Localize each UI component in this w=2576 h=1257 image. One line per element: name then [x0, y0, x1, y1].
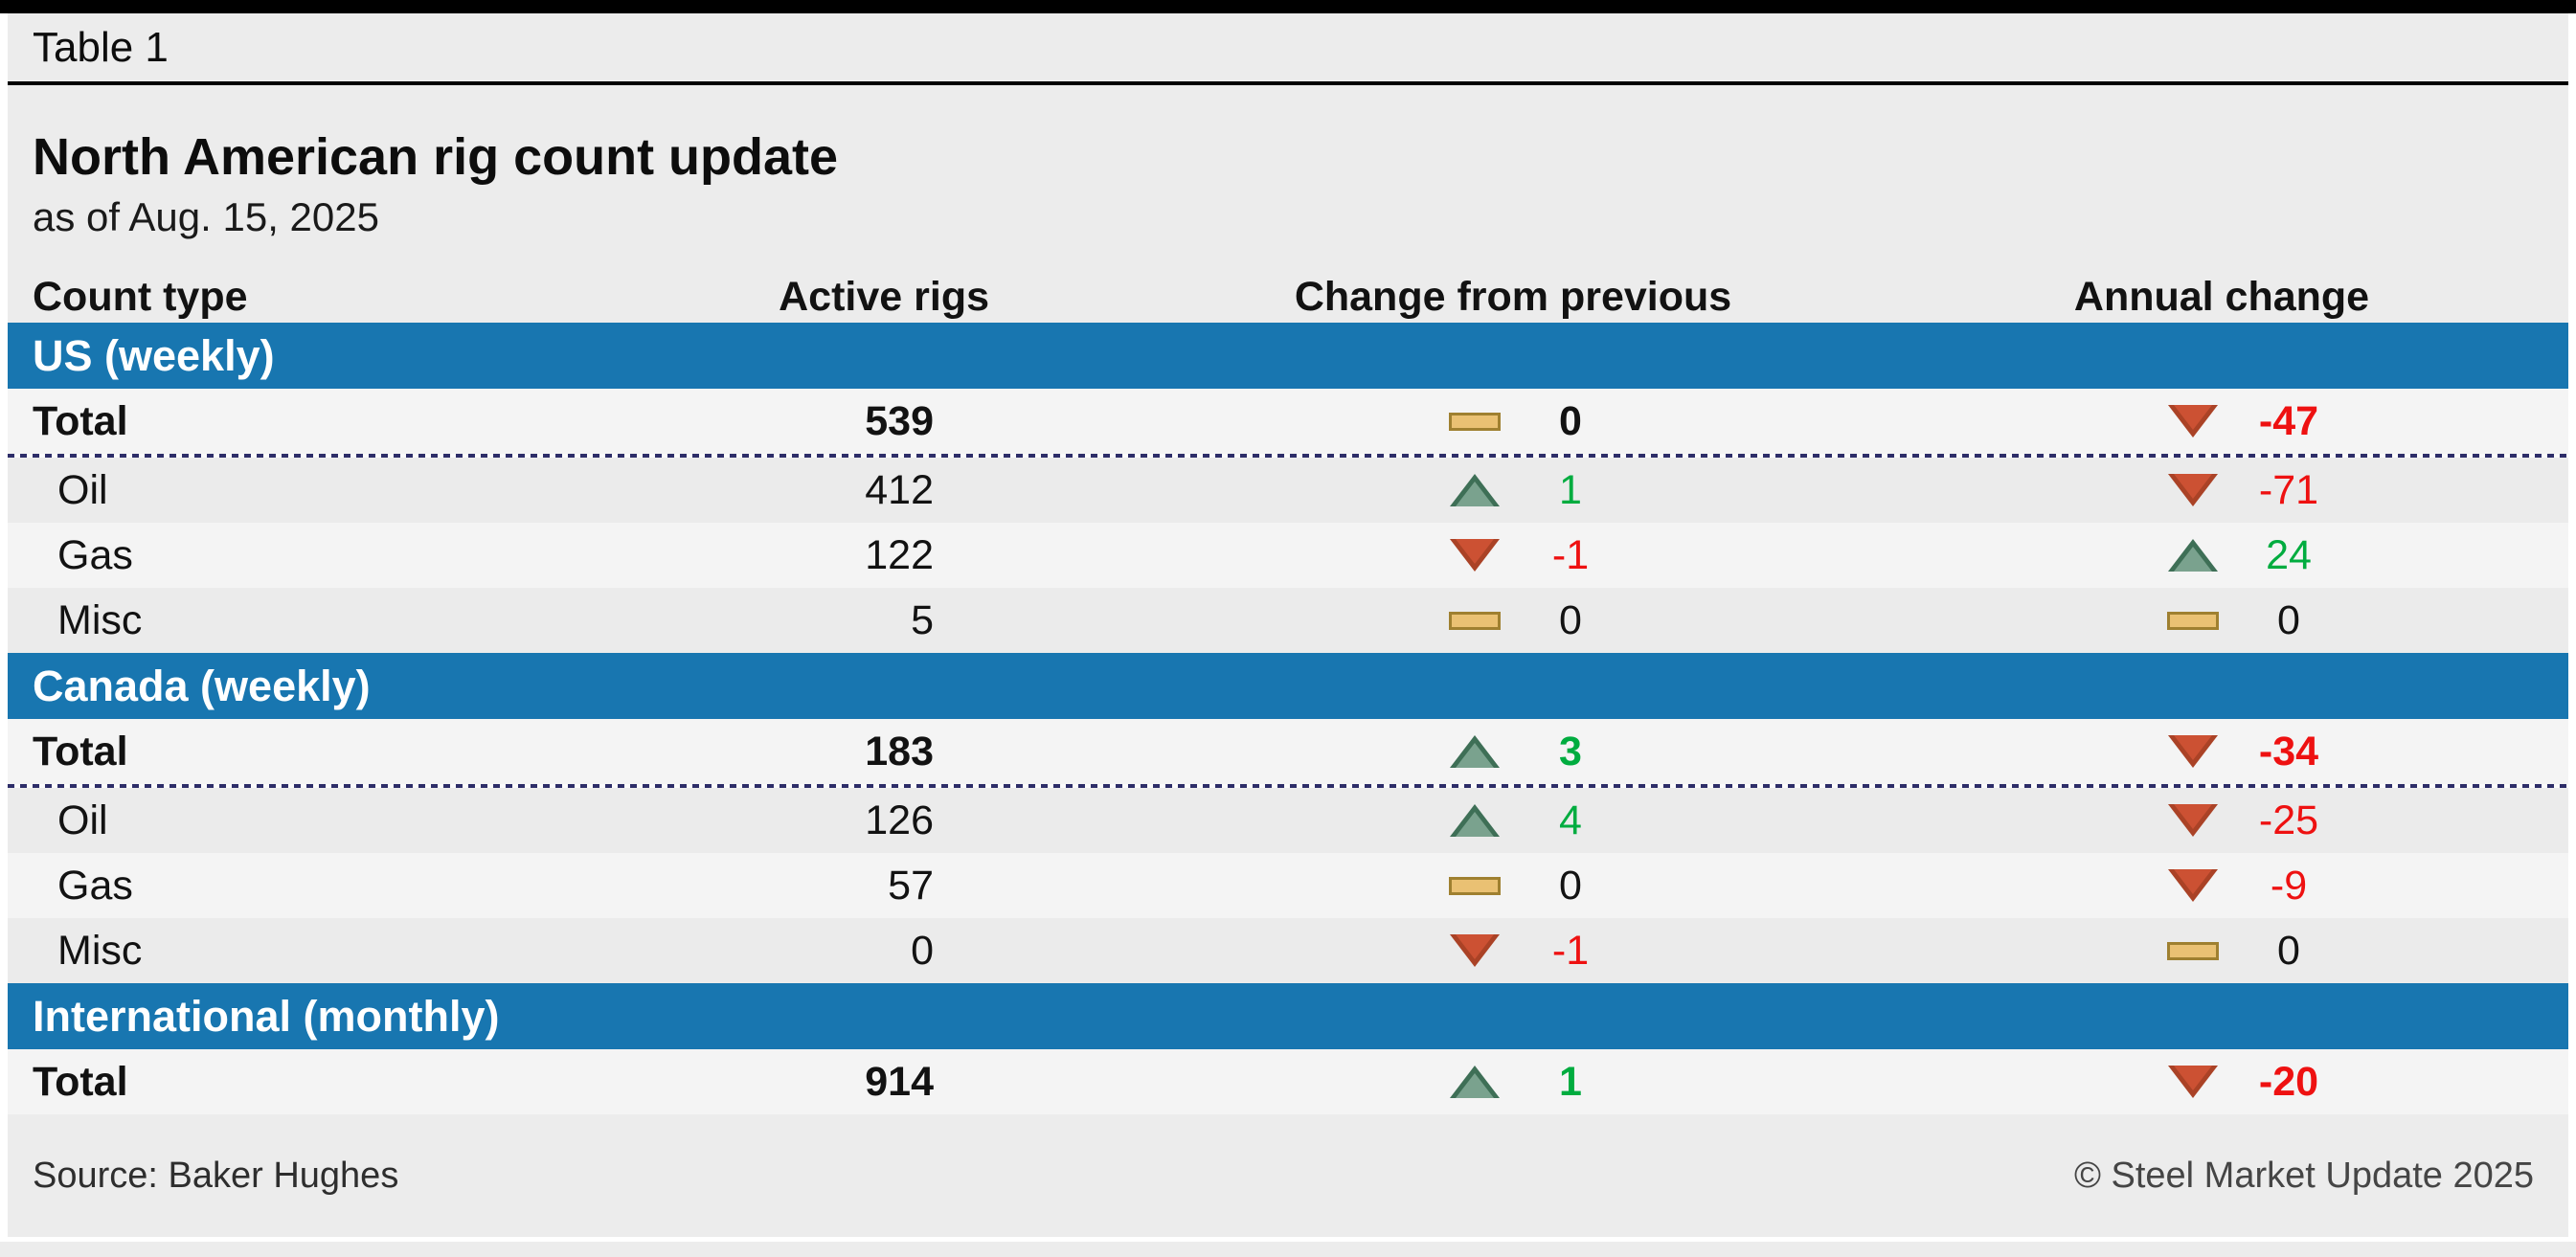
change-prev-value: 1 — [1559, 1058, 1582, 1105]
trend-icon — [2167, 611, 2219, 630]
active-rigs-value: 914 — [865, 1058, 934, 1105]
trend-icon — [1449, 412, 1501, 431]
row-label: Total — [33, 397, 128, 444]
trend-icon — [2168, 539, 2218, 572]
section-band-international: International (monthly) — [8, 983, 2568, 1049]
column-headers: Count type Active rigs Change from previ… — [8, 267, 2568, 323]
table-row: Oil 412 1 -71 — [8, 458, 2568, 523]
bottom-gray-strip — [0, 1242, 2576, 1257]
trend-icon — [1450, 539, 1500, 572]
trend-icon — [2168, 405, 2218, 438]
trend-icon — [1449, 876, 1501, 895]
trend-icon — [1450, 735, 1500, 768]
table-row: Total 914 1 -20 — [8, 1049, 2568, 1114]
top-black-bar — [0, 0, 2576, 13]
change-prev-value: 3 — [1559, 728, 1582, 774]
page-subtitle: as of Aug. 15, 2025 — [33, 194, 379, 239]
annual-change-value: 0 — [2277, 596, 2300, 643]
table-row: Gas 57 0 -9 — [8, 853, 2568, 918]
trend-icon — [1450, 474, 1500, 506]
change-prev-value: 0 — [1559, 596, 1582, 643]
row-label: Gas — [57, 531, 133, 578]
dashed-divider — [8, 454, 2568, 458]
col-header-change-previous: Change from previous — [1294, 274, 1732, 320]
bottom-white-gap — [0, 1237, 2576, 1242]
section-band-canada: Canada (weekly) — [8, 653, 2568, 719]
change-prev-value: -1 — [1551, 927, 1590, 974]
col-header-count-type: Count type — [33, 274, 248, 320]
row-label: Oil — [57, 466, 108, 513]
table-kicker: Table 1 — [8, 13, 2568, 85]
annual-change-value: -34 — [2258, 728, 2319, 774]
active-rigs-value: 539 — [865, 397, 934, 444]
dashed-divider — [8, 784, 2568, 788]
trend-icon — [1449, 611, 1501, 630]
table-row: Total 539 0 -47 — [8, 389, 2568, 454]
change-prev-value: -1 — [1551, 531, 1590, 578]
change-prev-value: 4 — [1559, 797, 1582, 843]
trend-icon — [2168, 735, 2218, 768]
row-label: Misc — [57, 596, 143, 643]
annual-change-value: 0 — [2277, 927, 2300, 974]
col-header-active-rigs: Active rigs — [779, 274, 989, 320]
active-rigs-value: 126 — [865, 797, 934, 843]
active-rigs-value: 412 — [865, 466, 934, 513]
trend-icon — [2168, 1066, 2218, 1098]
source-credit: Source: Baker Hughes — [33, 1155, 399, 1196]
table-row: Misc 5 0 0 — [8, 588, 2568, 653]
trend-icon — [2167, 941, 2219, 960]
table-row: Misc 0 -1 0 — [8, 918, 2568, 983]
table-row: Oil 126 4 -25 — [8, 788, 2568, 853]
section-band-us: US (weekly) — [8, 323, 2568, 389]
trend-icon — [1450, 1066, 1500, 1098]
copyright-notice: © Steel Market Update 2025 — [2073, 1155, 2534, 1196]
annual-change-value: -9 — [2270, 862, 2308, 909]
col-header-annual-change: Annual change — [2073, 274, 2370, 320]
table-row: Gas 122 -1 24 — [8, 523, 2568, 588]
trend-icon — [2168, 474, 2218, 506]
active-rigs-value: 57 — [888, 862, 934, 909]
trend-icon — [1450, 804, 1500, 837]
active-rigs-value: 183 — [865, 728, 934, 774]
row-label: Gas — [57, 862, 133, 909]
row-label: Total — [33, 728, 128, 774]
annual-change-value: -20 — [2258, 1058, 2319, 1105]
annual-change-value: -71 — [2258, 466, 2319, 513]
change-prev-value: 1 — [1559, 466, 1582, 513]
page-title: North American rig count update — [33, 128, 839, 186]
active-rigs-value: 0 — [911, 927, 934, 974]
footer: Source: Baker Hughes © Steel Market Upda… — [8, 1114, 2568, 1237]
table-row: Total 183 3 -34 — [8, 719, 2568, 784]
table-panel: Table 1 North American rig count update … — [8, 13, 2568, 1237]
trend-icon — [2168, 804, 2218, 837]
active-rigs-value: 122 — [865, 531, 934, 578]
annual-change-value: 24 — [2266, 531, 2312, 578]
annual-change-value: -47 — [2258, 397, 2319, 444]
row-label: Misc — [57, 927, 143, 974]
change-prev-value: 0 — [1559, 397, 1582, 444]
change-prev-value: 0 — [1559, 862, 1582, 909]
active-rigs-value: 5 — [911, 596, 934, 643]
row-label: Total — [33, 1058, 128, 1105]
title-block: North American rig count update as of Au… — [8, 85, 2568, 244]
trend-icon — [2168, 869, 2218, 902]
row-label: Oil — [57, 797, 108, 843]
trend-icon — [1450, 934, 1500, 967]
annual-change-value: -25 — [2258, 797, 2319, 843]
